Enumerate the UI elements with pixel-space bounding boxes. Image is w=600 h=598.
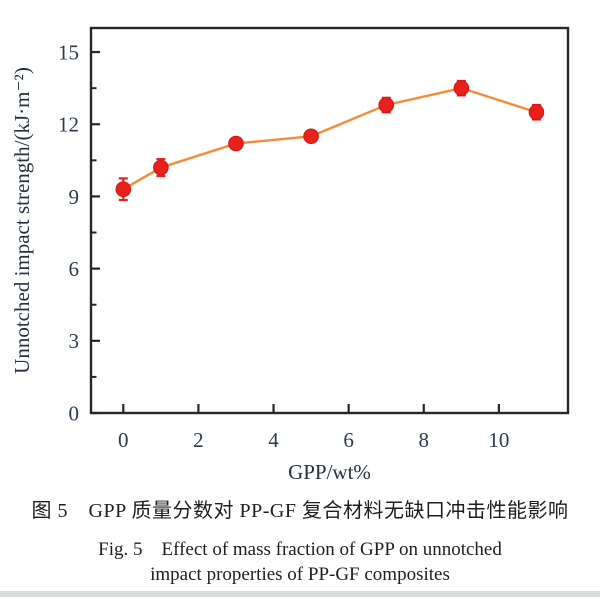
y-tick-label: 6 xyxy=(69,257,80,281)
y-tick-label: 15 xyxy=(58,40,79,64)
caption-english-line2: impact properties of PP-GF composites xyxy=(150,564,450,585)
line-chart: 0 2 4 6 8 10 0 3 6 9 12 15 GPP/wt% Unnotched impact s… xyxy=(10,26,570,484)
axis-ticks xyxy=(91,50,500,415)
axis-labels: 0 2 4 6 8 10 0 3 6 9 12 15 GPP/wt% Unnotched impact s… xyxy=(10,40,509,484)
data-point xyxy=(228,135,244,152)
x-tick-label: 0 xyxy=(118,428,129,452)
y-axis-title: Unnotched impact strength/(kJ·m⁻²) xyxy=(10,67,34,374)
y-tick-label: 9 xyxy=(69,185,80,209)
x-tick-label: 4 xyxy=(268,428,279,452)
caption-chinese: 图 5 GPP 质量分数对 PP-GF 复合材料无缺口冲击性能影响 xyxy=(31,500,569,522)
series-line xyxy=(122,86,537,191)
data-point xyxy=(153,159,169,176)
plot-border xyxy=(89,26,570,415)
data-point xyxy=(453,80,470,96)
data-point xyxy=(115,181,132,198)
data-point xyxy=(528,104,545,121)
y-tick-label: 0 xyxy=(69,401,80,425)
data-point xyxy=(303,128,319,145)
x-tick-label: 10 xyxy=(488,428,509,452)
x-tick-label: 2 xyxy=(193,428,204,452)
x-tick-label: 8 xyxy=(419,428,430,452)
y-tick-label: 12 xyxy=(58,113,79,137)
x-tick-label: 6 xyxy=(343,428,354,452)
page-edge-strip xyxy=(0,591,600,597)
y-tick-label: 3 xyxy=(69,329,80,353)
caption-english-line1: Fig. 5 Effect of mass fraction of GPP on… xyxy=(98,539,502,560)
x-axis-title: GPP/wt% xyxy=(288,460,371,484)
data-point xyxy=(378,97,395,113)
data-series xyxy=(115,79,545,202)
